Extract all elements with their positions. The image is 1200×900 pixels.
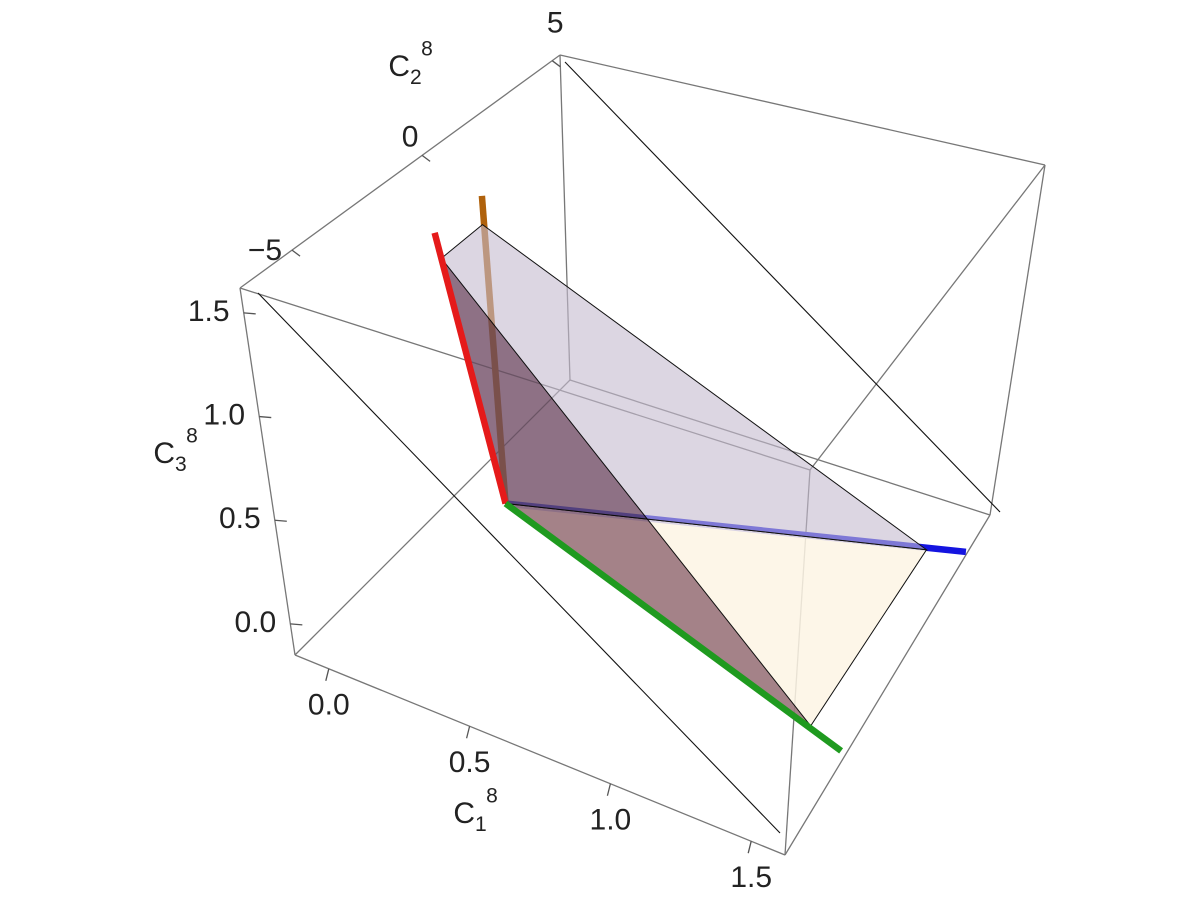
z-tick-label: 0.0 [234,606,276,639]
y-tick-label: −5 [248,234,282,267]
tick-mark [606,783,612,796]
x-tick-label: 1.0 [590,804,632,837]
tick-mark [551,60,561,68]
z-axis-label-superscript: 8 [186,425,198,448]
y-axis-label-superscript: 8 [421,38,433,61]
x-tick-label: 0.0 [308,689,350,722]
tick-mark [274,519,287,522]
slice-lines [257,61,1001,834]
y-axis-label: C2 [388,50,421,89]
tick-mark [325,668,330,681]
y-tick-label: 0 [402,120,419,153]
x-tick-label: 1.5 [730,861,772,894]
series-line [503,500,844,754]
tick-mark [259,415,272,419]
y-tick-label: 5 [547,7,564,40]
x-axis-label-superscript: 8 [486,785,498,808]
z-tick-label: 1.0 [203,398,245,431]
tick-mark [291,249,301,257]
tick-mark [747,841,752,854]
z-axis-label: C3 [153,437,186,476]
x-axis-label: C1 [453,797,486,836]
tick-mark [421,154,431,162]
series-line [431,232,509,505]
x-tick-label: 0.5 [449,746,491,779]
tick-mark [465,726,471,739]
tick-mark [243,312,256,315]
tick-mark [290,623,303,626]
z-tick-label: 0.5 [219,502,261,535]
z-tick-label: 1.5 [188,295,230,328]
